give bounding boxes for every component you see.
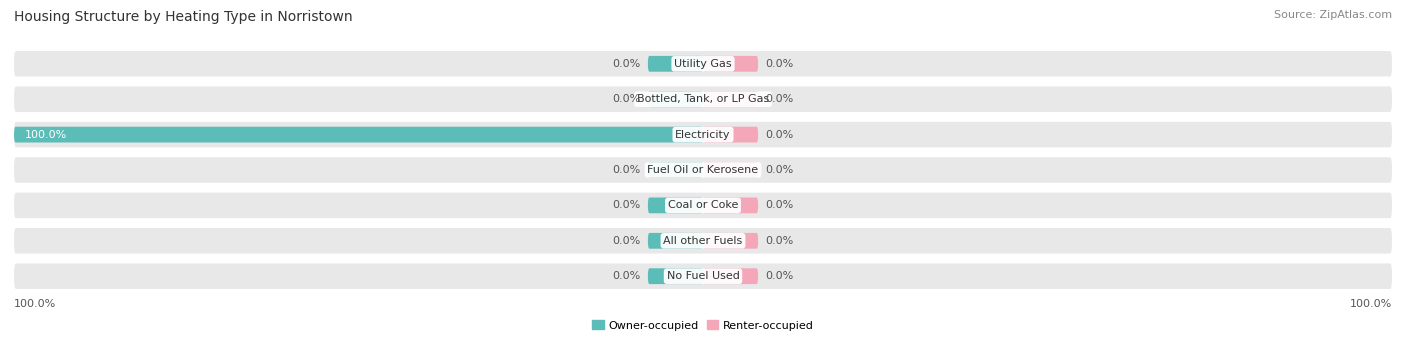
FancyBboxPatch shape <box>14 127 703 142</box>
Text: 0.0%: 0.0% <box>613 59 641 69</box>
FancyBboxPatch shape <box>648 268 703 284</box>
FancyBboxPatch shape <box>648 233 703 249</box>
Text: Coal or Coke: Coal or Coke <box>668 200 738 210</box>
Text: Source: ZipAtlas.com: Source: ZipAtlas.com <box>1274 10 1392 20</box>
Text: 0.0%: 0.0% <box>765 59 793 69</box>
FancyBboxPatch shape <box>703 198 758 213</box>
Text: 0.0%: 0.0% <box>765 271 793 281</box>
FancyBboxPatch shape <box>703 56 758 72</box>
Text: Electricity: Electricity <box>675 130 731 140</box>
Text: Utility Gas: Utility Gas <box>675 59 731 69</box>
FancyBboxPatch shape <box>14 122 1392 147</box>
Text: 0.0%: 0.0% <box>613 165 641 175</box>
FancyBboxPatch shape <box>14 264 1392 289</box>
Text: 0.0%: 0.0% <box>765 200 793 210</box>
FancyBboxPatch shape <box>648 198 703 213</box>
FancyBboxPatch shape <box>703 233 758 249</box>
Text: Fuel Oil or Kerosene: Fuel Oil or Kerosene <box>647 165 759 175</box>
FancyBboxPatch shape <box>14 228 1392 254</box>
FancyBboxPatch shape <box>703 91 758 107</box>
Text: All other Fuels: All other Fuels <box>664 236 742 246</box>
FancyBboxPatch shape <box>648 162 703 178</box>
Text: 0.0%: 0.0% <box>765 236 793 246</box>
Legend: Owner-occupied, Renter-occupied: Owner-occupied, Renter-occupied <box>588 316 818 335</box>
Text: 0.0%: 0.0% <box>613 200 641 210</box>
Text: 0.0%: 0.0% <box>613 94 641 104</box>
Text: 0.0%: 0.0% <box>613 271 641 281</box>
FancyBboxPatch shape <box>14 86 1392 112</box>
FancyBboxPatch shape <box>648 91 703 107</box>
FancyBboxPatch shape <box>14 193 1392 218</box>
Text: 100.0%: 100.0% <box>24 130 66 140</box>
Text: 100.0%: 100.0% <box>1350 299 1392 309</box>
FancyBboxPatch shape <box>14 157 1392 183</box>
Text: 0.0%: 0.0% <box>765 94 793 104</box>
FancyBboxPatch shape <box>703 268 758 284</box>
FancyBboxPatch shape <box>703 127 758 142</box>
Text: 0.0%: 0.0% <box>613 236 641 246</box>
Text: Bottled, Tank, or LP Gas: Bottled, Tank, or LP Gas <box>637 94 769 104</box>
Text: 0.0%: 0.0% <box>765 165 793 175</box>
Text: 0.0%: 0.0% <box>765 130 793 140</box>
Text: No Fuel Used: No Fuel Used <box>666 271 740 281</box>
FancyBboxPatch shape <box>14 51 1392 76</box>
FancyBboxPatch shape <box>703 162 758 178</box>
Text: 100.0%: 100.0% <box>14 299 56 309</box>
FancyBboxPatch shape <box>648 56 703 72</box>
Text: Housing Structure by Heating Type in Norristown: Housing Structure by Heating Type in Nor… <box>14 10 353 24</box>
